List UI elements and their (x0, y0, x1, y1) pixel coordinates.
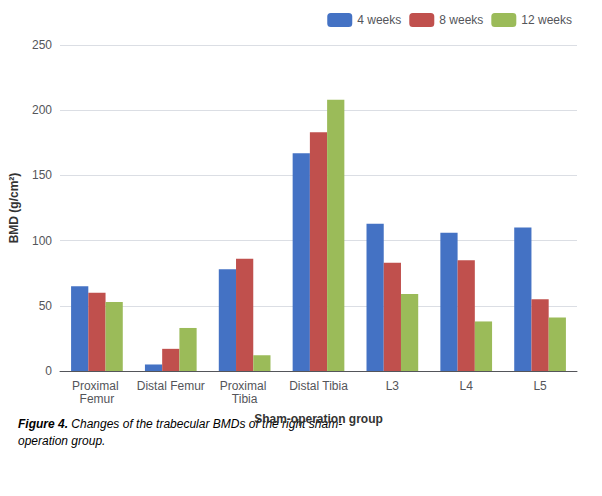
svg-text:Tibia: Tibia (232, 392, 258, 406)
svg-text:4 weeks: 4 weeks (357, 13, 401, 27)
svg-text:operation group.: operation group. (18, 434, 105, 448)
svg-text:12 weeks: 12 weeks (521, 13, 572, 27)
svg-text:L3: L3 (386, 379, 400, 393)
svg-text:L5: L5 (533, 379, 547, 393)
svg-text:Femur: Femur (80, 392, 115, 406)
svg-text:50: 50 (39, 299, 53, 313)
svg-text:250: 250 (32, 38, 52, 52)
svg-text:8 weeks: 8 weeks (439, 13, 483, 27)
svg-text:Distal Tibia: Distal Tibia (289, 379, 348, 393)
svg-text:Proximal: Proximal (72, 379, 122, 393)
svg-text:100: 100 (32, 234, 52, 248)
svg-text:Distal Femur: Distal Femur (137, 379, 205, 393)
svg-text:L4: L4 (460, 379, 474, 393)
svg-text:Changes of the trabecular BMDs: Changes of the trabecular BMDs of the ri… (68, 417, 343, 431)
svg-text:Proximal: Proximal (220, 379, 270, 393)
svg-text:Sham-operation group: Sham-operation group (254, 412, 383, 426)
svg-text:BMD (g/cm²): BMD (g/cm²) (7, 173, 21, 244)
svg-text:Figure 4.: Figure 4. (18, 417, 68, 431)
svg-text:200: 200 (32, 103, 52, 117)
svg-text:150: 150 (32, 168, 52, 182)
svg-text:0: 0 (45, 364, 52, 378)
